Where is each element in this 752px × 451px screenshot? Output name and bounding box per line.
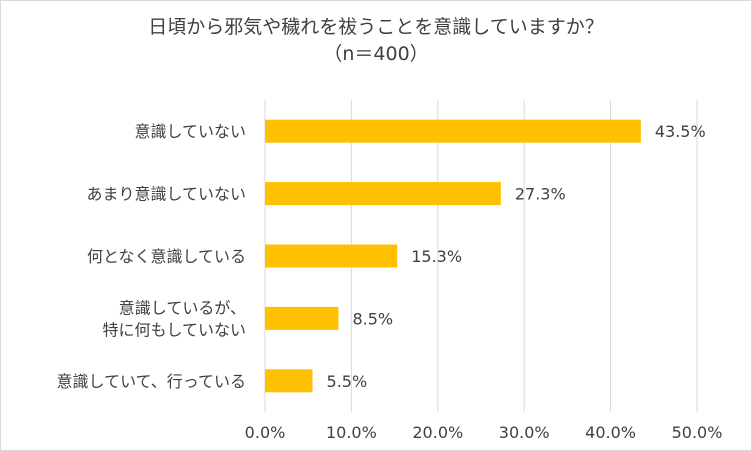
x-tick-label: 10.0% (326, 423, 377, 442)
category-label: 意識しているが、特に何もしていない (102, 298, 246, 339)
bar (265, 369, 313, 393)
x-tick-label: 40.0% (585, 423, 636, 442)
category-label: 何となく意識している (87, 247, 246, 266)
bar (265, 119, 641, 143)
data-label: 15.3% (411, 247, 462, 266)
category-label: あまり意識していない (86, 185, 246, 204)
chart-title-block: 日頃から邪気や穢れを祓うことを意識していますか？ （n＝400） (0, 14, 752, 68)
bar (265, 182, 501, 206)
x-tick-label: 0.0% (245, 423, 286, 442)
category-label: 意識していない (134, 122, 246, 141)
data-label: 43.5% (655, 122, 706, 141)
data-label: 27.3% (515, 185, 566, 204)
data-label: 8.5% (352, 309, 393, 328)
category-label: 意識していて、行っている (57, 372, 246, 391)
data-label: 5.5% (327, 372, 368, 391)
chart-title: 日頃から邪気や穢れを祓うことを意識していますか？ (148, 16, 604, 38)
chart-subtitle: （n＝400） (323, 43, 429, 65)
x-tick-label: 20.0% (412, 423, 463, 442)
bar (265, 306, 339, 330)
x-tick-label: 50.0% (672, 423, 723, 442)
bar (265, 244, 398, 268)
x-tick-label: 30.0% (499, 423, 550, 442)
